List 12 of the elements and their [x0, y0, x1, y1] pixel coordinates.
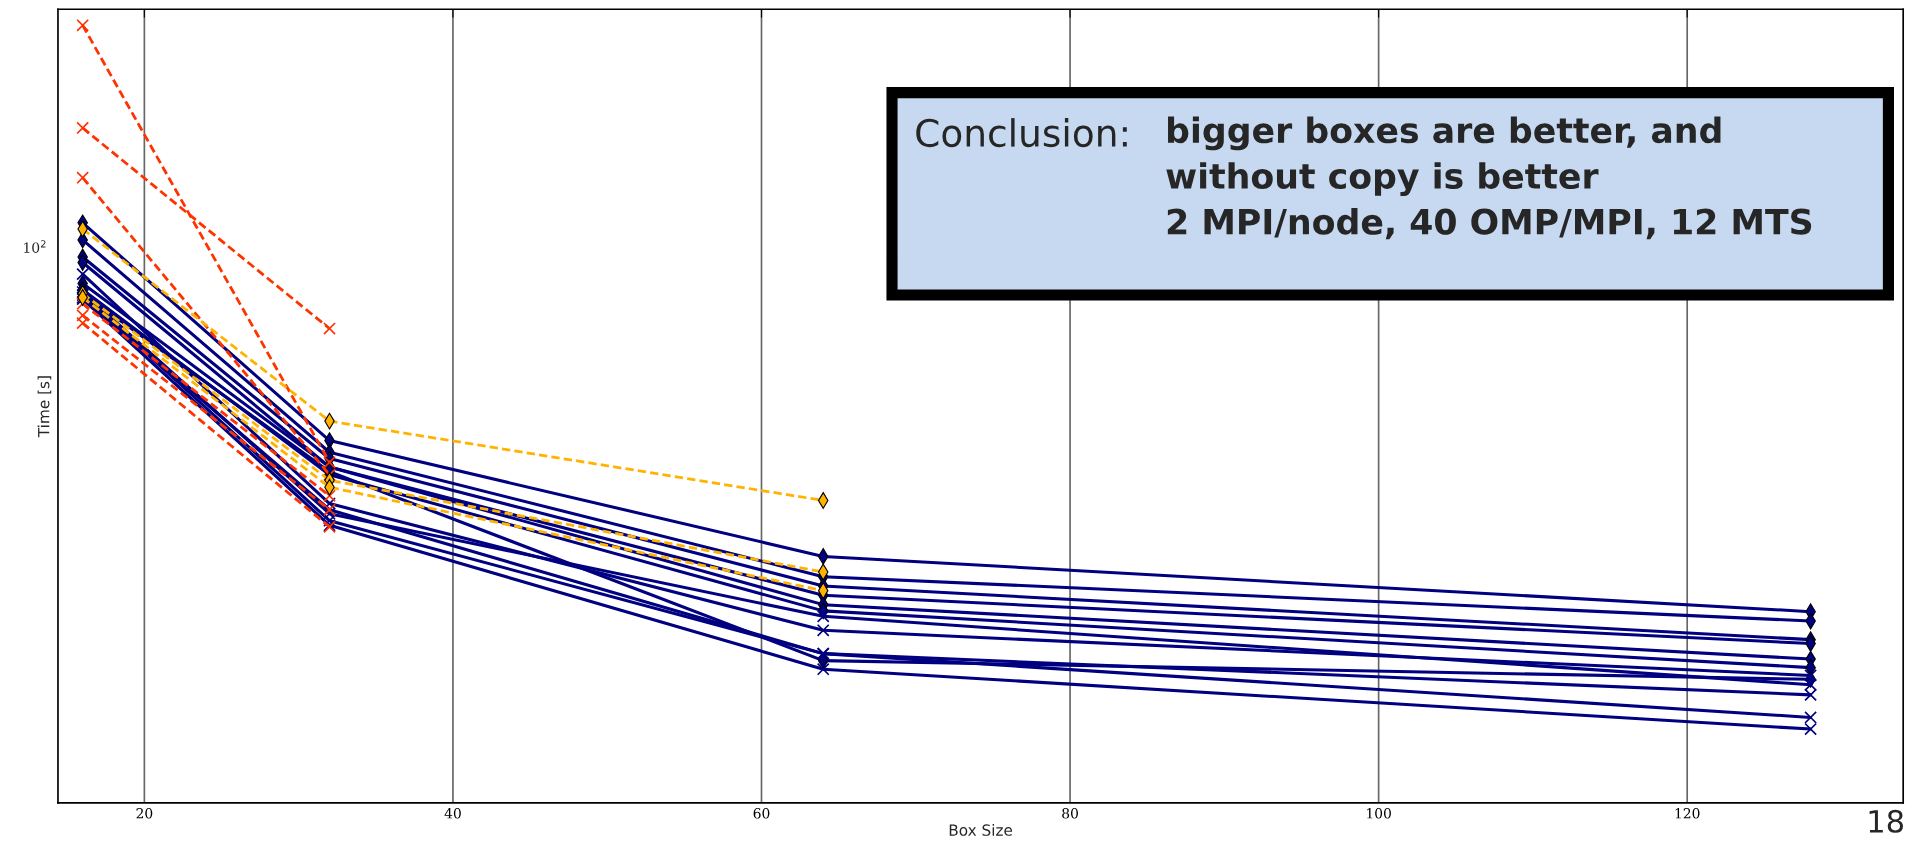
x-axis-title: Box Size [949, 824, 1013, 836]
annotation: bigger boxes are better, and without copy is better 2 MPI/node, 40 OMP/MPI, 12 MTS [1166, 116, 1812, 240]
text: 10$^{2}$ [24, 240, 46, 253]
text: 18 [1869, 809, 1903, 833]
x-tick-label: 40 [444, 808, 461, 819]
x-tick-label: 80 [1062, 808, 1078, 819]
x-tick-label: 100 [1367, 808, 1391, 819]
x-tick-label: 60 [753, 808, 770, 819]
annotation: Conclusion: [916, 118, 1127, 148]
x-tick-label: 120 [1675, 808, 1700, 819]
x-tick-label: 20 [136, 808, 153, 819]
y-axis-title: Time [s] [37, 376, 52, 438]
